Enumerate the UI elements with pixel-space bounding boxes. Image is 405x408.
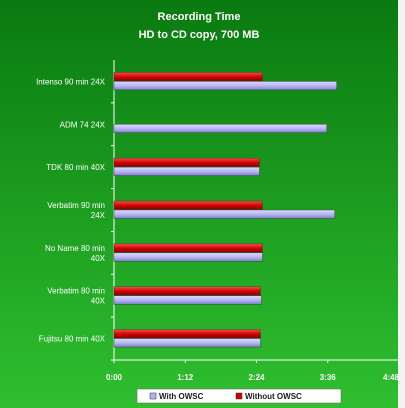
bar-with-owsc xyxy=(113,209,335,219)
bar-with-owsc xyxy=(113,124,327,133)
category-label: Fujitsu 80 min 40X xyxy=(39,335,106,344)
bar-without-owsc xyxy=(113,72,263,82)
category-label: ADM 74 24X xyxy=(60,120,106,129)
category-group: TDK 80 min 40X xyxy=(46,157,260,190)
chart-subtitle: HD to CD copy, 700 MB xyxy=(139,29,260,41)
bar-without-owsc xyxy=(113,329,261,339)
legend-swatch xyxy=(235,392,243,400)
category-label: Verbatim 90 min xyxy=(47,201,105,210)
category-label: Intenso 90 min 24X xyxy=(36,77,106,86)
plot-area: 0:00 1:12 2:24 3:36 4:48 Intenso 90 min 24X AD… xyxy=(36,60,400,382)
category-label: TDK 80 min 40X xyxy=(46,163,105,172)
bar-with-owsc xyxy=(113,252,263,262)
page-margin xyxy=(398,0,405,408)
category-group: ADM 74 24X xyxy=(60,120,327,147)
bar-without-owsc xyxy=(113,286,261,296)
category-group: Fujitsu 80 min 40X xyxy=(39,329,261,361)
x-tick-label: 4:48 xyxy=(383,373,400,382)
legend: With OWSC Without OWSC xyxy=(136,388,342,404)
x-tick-label: 2:24 xyxy=(248,373,265,382)
category-group: Intenso 90 min 24X xyxy=(36,72,337,104)
legend-swatch xyxy=(149,392,157,400)
x-tick-label: 1:12 xyxy=(177,373,194,382)
category-label: Verbatim 80 min xyxy=(47,287,105,296)
bar-with-owsc xyxy=(113,166,260,176)
legend-label: Without OWSC xyxy=(245,392,302,401)
x-tick-label: 0:00 xyxy=(106,373,123,382)
bar-without-owsc xyxy=(113,200,263,210)
x-tick-label: 3:36 xyxy=(320,373,337,382)
bar-without-owsc xyxy=(113,243,263,253)
category-label: 40X xyxy=(91,254,106,263)
category-label: 40X xyxy=(91,297,106,306)
bar-without-owsc xyxy=(113,157,260,167)
bar-with-owsc xyxy=(113,338,261,348)
bar-with-owsc xyxy=(113,295,262,305)
category-label: No Name 80 min xyxy=(45,244,105,253)
chart-title: Recording Time xyxy=(158,11,241,23)
category-label: 24X xyxy=(91,211,106,220)
legend-label: With OWSC xyxy=(159,392,204,401)
bar-with-owsc xyxy=(113,81,337,91)
